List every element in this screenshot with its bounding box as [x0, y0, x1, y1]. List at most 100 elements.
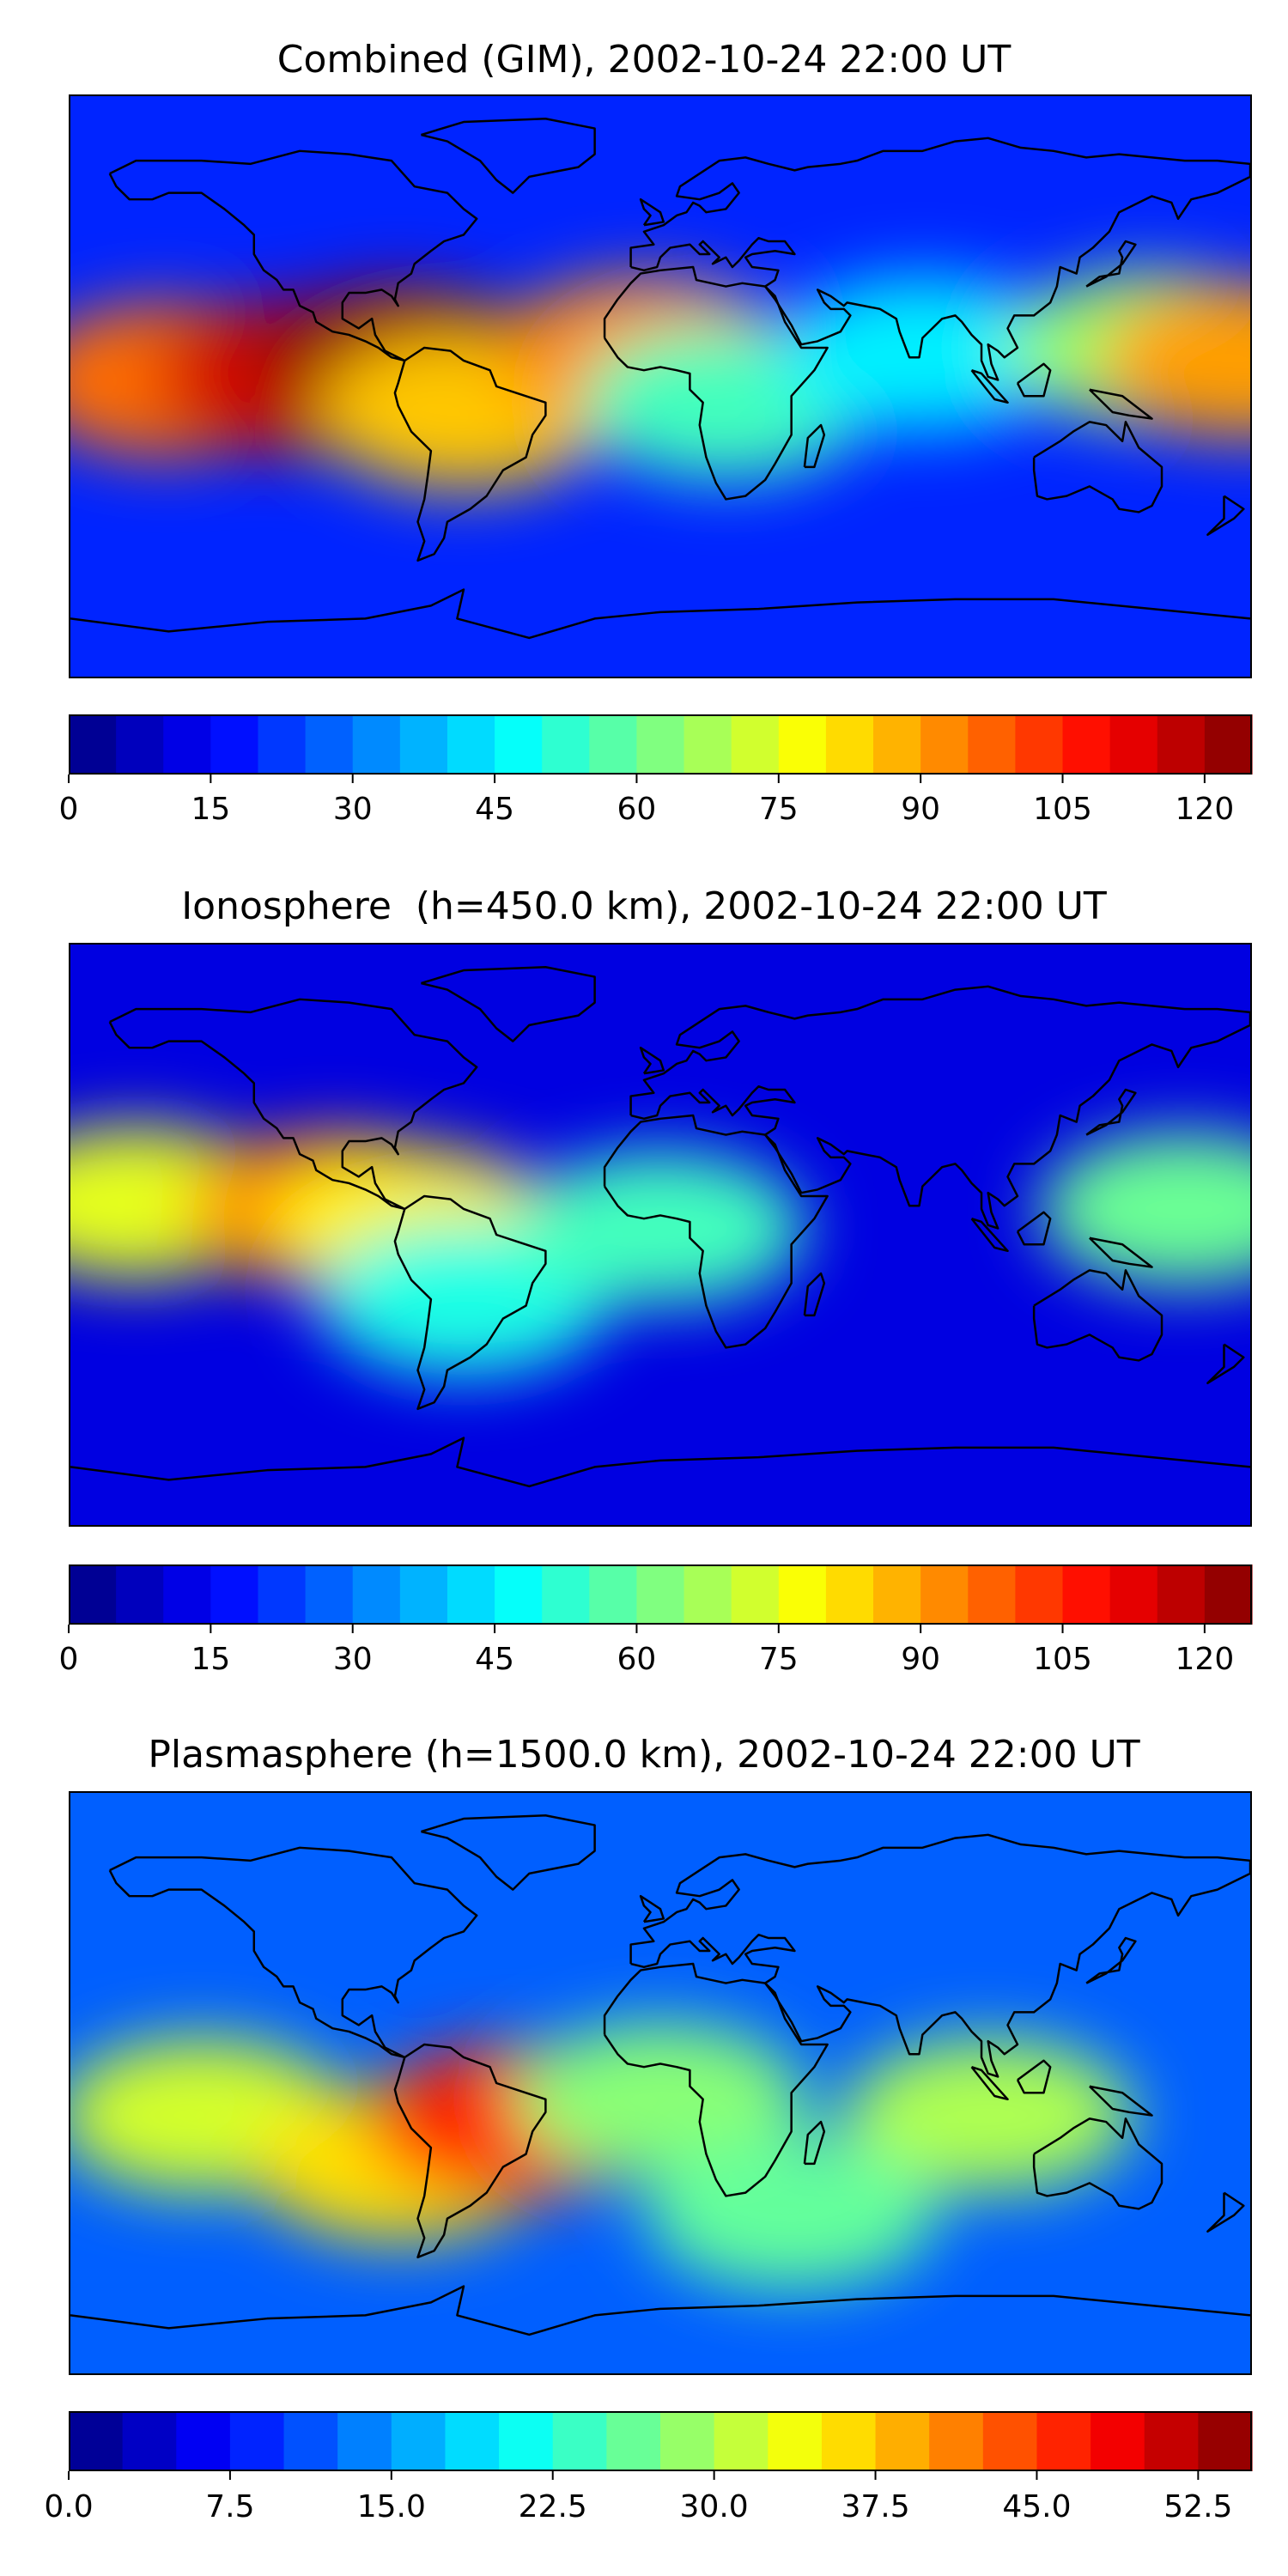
colorbar-border [69, 2411, 1252, 2471]
colorbar-segment [337, 2411, 392, 2471]
colorbar-segment [768, 2411, 823, 2471]
colorbar-segment [660, 2411, 715, 2471]
colorbar-segment [1204, 1564, 1253, 1625]
coastline [639, 1894, 665, 1923]
colorbar-segment [69, 2411, 124, 2471]
panel-3-colorbar [68, 2411, 1253, 2480]
coastline [603, 265, 829, 501]
coastline [108, 1846, 478, 2059]
colorbar-segment [399, 1564, 448, 1625]
panel-1-colorbar [68, 714, 1253, 783]
colorbar-segment [210, 714, 259, 775]
coastline [970, 369, 1009, 404]
colorbar-segment [1144, 2411, 1199, 2471]
colorbar-segment [589, 714, 638, 775]
colorbar-tick-label: 120 [1175, 792, 1235, 827]
colorbar-tick-label: 0 [58, 1642, 79, 1677]
coastline [421, 966, 596, 1042]
coastline [803, 423, 826, 469]
colorbar-tick-label: 75 [758, 1642, 799, 1677]
coastline [1085, 240, 1137, 288]
panel-2-colorbar [68, 1564, 1253, 1633]
panel-3-title: Plasmasphere (h=1500.0 km), 2002-10-24 2… [148, 1733, 1140, 1777]
colorbar-segment [778, 1564, 827, 1625]
coastline [1085, 1088, 1137, 1136]
colorbar-segment [929, 2411, 984, 2471]
colorbar-segment [589, 1564, 638, 1625]
colorbar-segment [731, 1564, 780, 1625]
colorbar-segment [714, 2411, 769, 2471]
colorbar-segment [636, 1564, 685, 1625]
colorbar-segment [495, 1564, 543, 1625]
colorbar-segment [968, 714, 1016, 775]
colorbar-tick-label: 45.0 [1002, 2489, 1072, 2524]
colorbar-segment [968, 1564, 1016, 1625]
coastline [1089, 388, 1153, 420]
colorbar-tick-label: 0 [58, 792, 79, 827]
colorbar-segment [283, 2411, 338, 2471]
colorbar-segment [499, 2411, 554, 2471]
colorbar-tick-label: 30 [332, 792, 373, 827]
coastline [639, 197, 665, 227]
colorbar-segment [163, 1564, 211, 1625]
colorbar-segment [116, 1564, 164, 1625]
field-blobs [70, 1126, 1250, 1376]
colorbar-segment [552, 2411, 607, 2471]
coastlines [70, 966, 1250, 1488]
colorbar-segment [821, 2411, 877, 2471]
coastline [803, 1272, 826, 1317]
coastline [70, 588, 1250, 640]
panel-2-ticks: 0 15 30 45 60 75 90 105 120 [59, 1642, 1252, 1679]
colorbar-segment [542, 1564, 590, 1625]
colorbar-segment [447, 714, 495, 775]
colorbar-tick-label: 90 [901, 1642, 941, 1677]
coastline [603, 1114, 829, 1349]
coastline [970, 2066, 1009, 2101]
colorbar-segment [683, 714, 732, 775]
coastline [421, 118, 596, 194]
colorbar-segment [1062, 1564, 1111, 1625]
colorbar-segment [873, 1564, 921, 1625]
colorbar-segment [305, 1564, 354, 1625]
colorbar-segment [163, 714, 211, 775]
panel-1-ticks: 0 15 30 45 60 75 90 105 120 [59, 792, 1252, 829]
coastlines [70, 118, 1250, 640]
colorbar-tick-label: 7.5 [205, 2489, 255, 2524]
colorbar-segment [920, 714, 969, 775]
colorbar-segment [1015, 1564, 1064, 1625]
colorbar-segment [495, 714, 543, 775]
colorbar-segment [1204, 714, 1253, 775]
coastline [629, 1833, 1250, 2078]
coastline [393, 2043, 547, 2259]
colorbar-segment [445, 2411, 500, 2471]
colorbar-segment [875, 2411, 930, 2471]
coastline [1089, 2085, 1153, 2117]
colorbar-tick-label: 15 [191, 1642, 231, 1677]
coastline [1085, 1936, 1137, 1984]
colorbar-segment [352, 714, 401, 775]
panel-1-title: Combined (GIM), 2002-10-24 22:00 UT [276, 38, 1012, 82]
colorbar-tick-label: 52.5 [1163, 2489, 1233, 2524]
coastline [70, 2285, 1250, 2336]
field-blob [646, 2135, 938, 2289]
colorbar-tick-label: 120 [1175, 1642, 1235, 1677]
field-blob [514, 2022, 806, 2177]
colorbar-segment [116, 714, 164, 775]
colorbar-tick-label: 60 [617, 792, 657, 827]
coastline [1032, 421, 1163, 513]
panel-3-map [69, 1791, 1252, 2375]
colorbar-segment [1157, 1564, 1206, 1625]
colorbar-tick-label: 22.5 [518, 2489, 587, 2524]
panel-1-colorbar-svg [68, 714, 1253, 783]
coastline [108, 998, 478, 1211]
coastline [1016, 1211, 1052, 1246]
colorbar-segment [210, 1564, 259, 1625]
colorbar-segment [1157, 714, 1206, 775]
panel-2-colorbar-svg [68, 1564, 1253, 1633]
colorbar-tick-label: 15 [191, 792, 231, 827]
colorbar-tick-label: 30.0 [679, 2489, 749, 2524]
field-blob [1097, 283, 1250, 438]
coastline [1206, 1343, 1245, 1385]
coastline [629, 985, 1250, 1230]
colorbar-segment [636, 714, 685, 775]
